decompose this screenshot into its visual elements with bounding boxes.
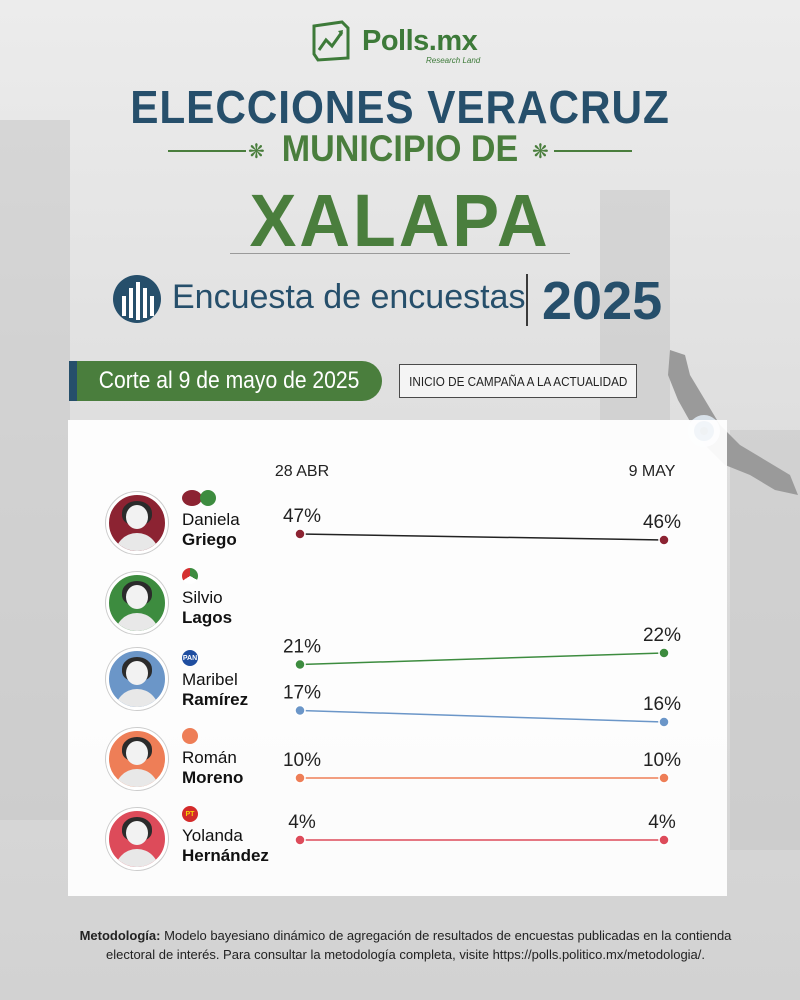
data-point <box>294 772 306 784</box>
ornament-line-left <box>168 150 246 152</box>
data-point <box>658 834 670 846</box>
avatar-daniela-griego <box>106 492 168 554</box>
party-pri-icon <box>182 568 198 584</box>
series-line <box>299 533 665 541</box>
flower-icon-right: ❋ <box>532 141 549 163</box>
flower-icon-left: ❋ <box>248 141 265 163</box>
ornament-line-right <box>554 150 632 152</box>
brand-chart-icon <box>312 20 350 62</box>
cutoff-badge: Corte al 9 de mayo de 2025 <box>69 361 382 401</box>
avatar-yolanda-hernandez <box>106 808 168 870</box>
data-label: 46% <box>643 512 681 533</box>
survey-year: 2025 <box>542 271 663 331</box>
data-point <box>658 534 670 546</box>
bar-chart-circle-icon <box>113 275 161 323</box>
methodology-text: Modelo bayesiano dinámico de agregación … <box>105 928 732 962</box>
methodology-label: Metodología: <box>79 928 161 943</box>
title-line-1: ELECCIONES VERACRUZ <box>130 81 670 133</box>
data-label: 4% <box>648 812 676 833</box>
data-point <box>294 834 306 846</box>
methodology-note: Metodología: Modelo bayesiano dinámico d… <box>78 926 733 964</box>
data-label: 21% <box>283 637 321 658</box>
data-label: 16% <box>643 694 681 715</box>
data-point <box>294 658 306 671</box>
data-point <box>294 528 306 540</box>
data-label: 22% <box>643 625 681 646</box>
period-label: INICIO DE CAMPAÑA A LA ACTUALIDAD <box>399 364 637 398</box>
party-pan-icon: PAN <box>182 650 198 666</box>
candidate-name-ramirez: Maribel Ramírez <box>182 670 249 709</box>
party-morena-icon <box>182 490 202 506</box>
data-point <box>658 772 670 784</box>
candidate-name-griego: Daniela Griego <box>182 510 240 549</box>
party-mc-icon <box>182 728 198 744</box>
cutoff-text: Corte al 9 de mayo de 2025 <box>99 367 360 394</box>
separator-line <box>230 253 570 254</box>
brand-name: Polls.mx <box>362 24 478 57</box>
title-city: XALAPA <box>249 179 551 262</box>
avatar-silvio-lagos <box>106 572 168 634</box>
data-label: 17% <box>283 683 321 704</box>
data-label: 10% <box>283 750 321 771</box>
candidate-name-hernandez: Yolanda Hernández <box>182 826 269 865</box>
series-line <box>299 652 665 666</box>
avatar-roman-moreno <box>106 728 168 790</box>
data-point <box>658 647 670 659</box>
party-pt-icon: PT <box>182 806 198 822</box>
line-chart: 28 ABR 9 MAY 47% 46% 21% 22% 17% 16% 10% 10% 4% 4% <box>275 463 681 846</box>
survey-label: Encuesta de encuestas <box>172 278 526 316</box>
avatar-maribel-ramirez <box>106 648 168 710</box>
brand-subtitle: Research Land <box>426 56 481 65</box>
x-tick-label: 9 MAY <box>629 463 676 480</box>
chart-panel: 28 ABR 9 MAY 47% 46% 21% 22% 17% 16% 10% 10% 4% 4% … <box>68 420 727 896</box>
data-label: 10% <box>643 750 681 771</box>
brand-logo: Polls.mx Research Land <box>308 18 481 65</box>
data-point <box>658 716 670 728</box>
candidate-name-lagos: Silvio Lagos <box>182 588 233 627</box>
candidate-name-moreno: Román Moreno <box>182 748 244 787</box>
party-pvem-icon <box>200 490 216 506</box>
bg-tower-right <box>600 190 670 450</box>
period-text: INICIO DE CAMPAÑA A LA ACTUALIDAD <box>408 373 628 389</box>
bg-building-left <box>0 120 70 820</box>
data-point <box>294 704 306 717</box>
title-line-2: MUNICIPIO DE <box>281 128 519 169</box>
survey-divider <box>526 274 528 326</box>
series-line <box>299 709 665 723</box>
bg-building-right <box>730 430 800 850</box>
data-label: 47% <box>283 506 321 527</box>
x-tick-label: 28 ABR <box>275 463 329 480</box>
data-label: 4% <box>288 812 316 833</box>
